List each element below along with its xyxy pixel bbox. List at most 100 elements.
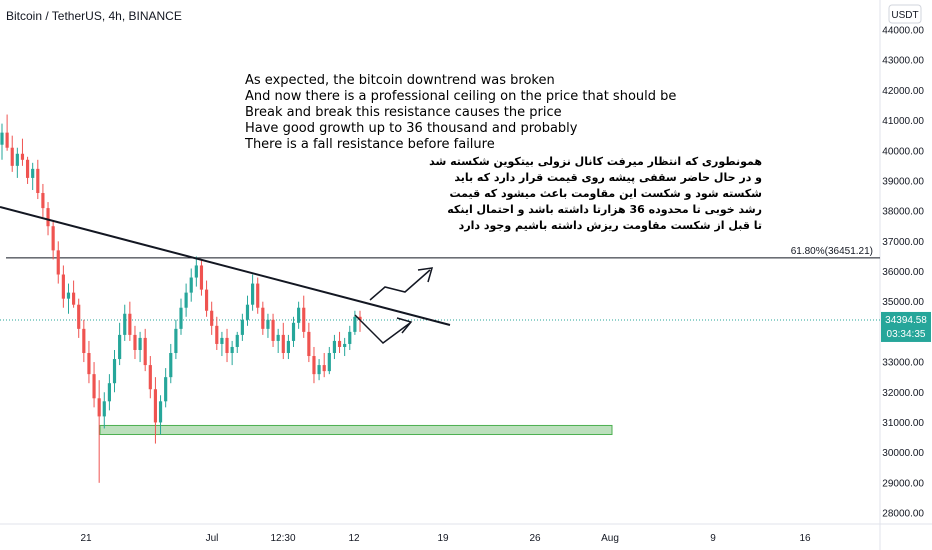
- current-price-tag: 34394.58 03:34:35: [881, 311, 931, 342]
- candle[interactable]: [174, 319, 178, 360]
- breakout-projection-arrow[interactable]: [369, 267, 434, 301]
- candle[interactable]: [204, 280, 209, 317]
- persian-note-line: شکسته شود و شکست این مقاومت باعث میشود ک…: [450, 187, 762, 200]
- candle[interactable]: [348, 325, 352, 350]
- candle[interactable]: [220, 331, 224, 357]
- candle[interactable]: [92, 362, 96, 408]
- price-tick-label: 41000.00: [882, 116, 924, 127]
- candle[interactable]: [302, 295, 306, 338]
- candle-body: [251, 283, 255, 305]
- candle[interactable]: [240, 313, 244, 341]
- candle[interactable]: [158, 395, 163, 435]
- candle[interactable]: [51, 220, 55, 260]
- candle-body: [72, 292, 76, 305]
- resistance-trendline[interactable]: [0, 206, 451, 326]
- candle[interactable]: [210, 301, 214, 335]
- time-axis[interactable]: 21 Jul 12:30 12 19 26 Aug 9 16: [80, 533, 811, 544]
- rejection-projection-arrow[interactable]: [354, 314, 413, 344]
- candle-body: [15, 153, 19, 166]
- candle[interactable]: [307, 322, 311, 363]
- candle[interactable]: [82, 319, 86, 363]
- price-axis[interactable]: 44000.00 43000.00 42000.00 41000.00 40000.00…: [882, 26, 924, 520]
- candle[interactable]: [230, 340, 234, 366]
- candle[interactable]: [337, 331, 342, 354]
- price-tick-label: 39000.00: [882, 176, 924, 187]
- time-tick-label: Jul: [206, 533, 219, 544]
- persian-note-line: رشد خوبی تا محدوده 36 هزارتا داشته باشد …: [447, 203, 762, 216]
- candle[interactable]: [251, 274, 255, 311]
- candle[interactable]: [112, 349, 117, 393]
- candle[interactable]: [225, 328, 229, 363]
- candle[interactable]: [169, 343, 173, 384]
- candle-body: [261, 307, 265, 329]
- candle[interactable]: [107, 374, 111, 411]
- candle-body: [307, 331, 311, 357]
- candles[interactable]: [0, 114, 362, 483]
- candle[interactable]: [271, 313, 275, 347]
- candle[interactable]: [56, 241, 60, 284]
- support-zone[interactable]: [99, 424, 613, 436]
- candle[interactable]: [97, 380, 101, 483]
- candle[interactable]: [87, 340, 91, 384]
- candle[interactable]: [15, 147, 19, 178]
- candle[interactable]: [123, 304, 127, 341]
- candle[interactable]: [199, 259, 204, 296]
- candle[interactable]: [332, 334, 337, 360]
- candle[interactable]: [194, 256, 198, 287]
- candle-body: [343, 343, 347, 347]
- candle[interactable]: [66, 283, 71, 314]
- candle[interactable]: [261, 301, 265, 335]
- candle[interactable]: [256, 277, 260, 314]
- candle[interactable]: [353, 310, 357, 335]
- candle[interactable]: [281, 322, 285, 360]
- candle[interactable]: [189, 268, 193, 302]
- price-tick-label: 35000.00: [882, 297, 924, 308]
- candle[interactable]: [133, 325, 137, 360]
- candle[interactable]: [215, 316, 219, 350]
- candle[interactable]: [266, 313, 270, 338]
- candle[interactable]: [276, 328, 280, 354]
- candle[interactable]: [327, 346, 331, 375]
- candle[interactable]: [128, 301, 132, 341]
- candle-body: [286, 340, 290, 354]
- candle-body: [5, 132, 9, 148]
- candle-body: [164, 377, 168, 402]
- candle[interactable]: [77, 298, 81, 338]
- candle[interactable]: [245, 295, 250, 326]
- candle[interactable]: [153, 377, 158, 444]
- price-tick-label: 29000.00: [882, 478, 924, 489]
- candle[interactable]: [286, 334, 290, 360]
- candle[interactable]: [343, 337, 347, 357]
- candle[interactable]: [317, 359, 321, 381]
- candle[interactable]: [36, 159, 40, 200]
- candle[interactable]: [322, 353, 326, 378]
- candle-body: [302, 307, 306, 332]
- candle[interactable]: [72, 280, 76, 308]
- candle[interactable]: [291, 316, 296, 347]
- candle-body: [297, 307, 301, 323]
- candle[interactable]: [102, 392, 106, 429]
- candle[interactable]: [297, 301, 301, 329]
- candle[interactable]: [148, 356, 152, 399]
- candle[interactable]: [5, 114, 9, 151]
- candle[interactable]: [184, 283, 188, 317]
- candle[interactable]: [179, 298, 183, 335]
- candle[interactable]: [312, 346, 316, 384]
- candle[interactable]: [235, 331, 239, 354]
- candle[interactable]: [358, 310, 362, 332]
- currency-button[interactable]: USDT: [888, 4, 922, 24]
- candle[interactable]: [138, 331, 142, 363]
- candle[interactable]: [31, 162, 35, 190]
- countdown-timer: 03:34:35: [887, 329, 926, 340]
- candle[interactable]: [10, 135, 14, 172]
- candle[interactable]: [20, 138, 25, 166]
- candle[interactable]: [61, 265, 65, 308]
- candle[interactable]: [0, 123, 4, 160]
- candle[interactable]: [164, 368, 168, 408]
- time-tick-label: 19: [437, 533, 449, 544]
- candle[interactable]: [25, 156, 30, 184]
- candle[interactable]: [143, 328, 147, 372]
- candle[interactable]: [118, 322, 122, 366]
- candle[interactable]: [41, 183, 45, 218]
